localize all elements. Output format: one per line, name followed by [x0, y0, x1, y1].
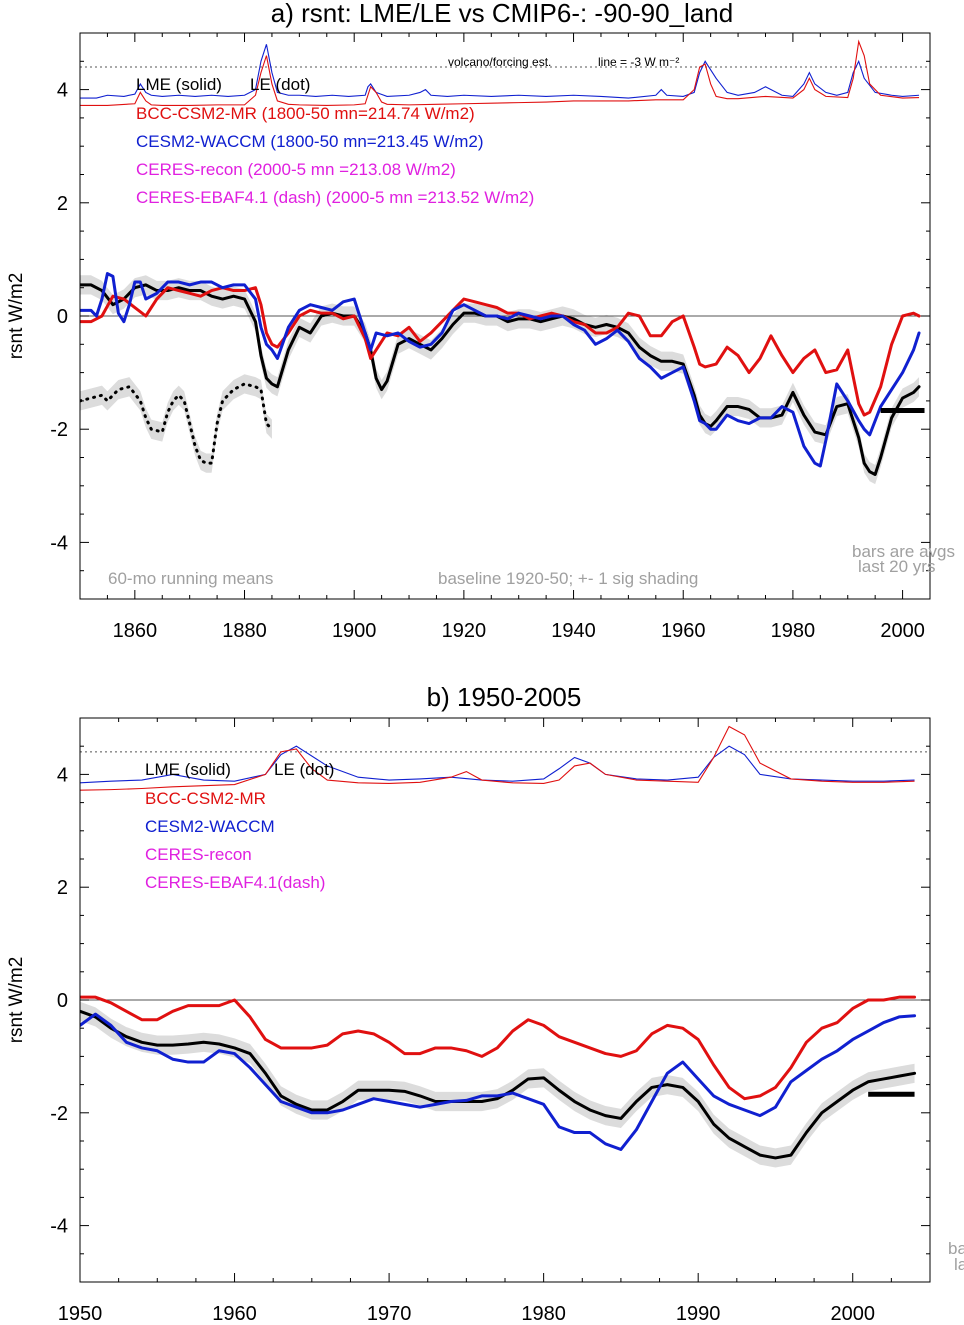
- bars-note-2: la: [954, 1255, 964, 1274]
- forcing-line-cmip6-forcing: [80, 39, 920, 106]
- shading-band-lme: [80, 275, 920, 485]
- bars-note-1: bars are avgs: [852, 542, 955, 561]
- panel-a-tick-labels: -4 -2 0 2 4 1860 1880 1900 1920 1940 1960 1980 2000: [50, 80, 925, 642]
- x-tick-label: 1960: [212, 1303, 257, 1325]
- x-tick-label: 1980: [521, 1303, 566, 1325]
- x-tick-label: 1860: [113, 620, 158, 642]
- panel-b-series: [80, 725, 917, 1160]
- bars-note-1: ba: [948, 1239, 964, 1258]
- forcing-line-lme-forcing: [80, 745, 915, 784]
- x-tick-label: 1960: [661, 620, 706, 642]
- series-line-lme: [80, 1009, 917, 1160]
- x-tick-label: 2000: [880, 620, 925, 642]
- y-tick-label: 0: [57, 306, 68, 328]
- panel-a-title: a) rsnt: LME/LE vs CMIP6-: -90-90_land: [271, 0, 733, 28]
- volcano-label: volcano/forcing est.: [448, 55, 551, 69]
- legend-le: LE (dot): [250, 75, 310, 94]
- legend-ceres-recon: CERES-recon (2000-5 mn =213.08 W/m2): [136, 160, 456, 179]
- panel-a-reference-lines: [80, 66, 930, 317]
- panel-a-series: [80, 39, 925, 476]
- panel-a-y-label: rsnt W/m2: [6, 273, 27, 360]
- legend-cesm2: CESM2-WACCM (1800-50 mn=213.45 W/m2): [136, 132, 484, 151]
- panel-a-legend: LME (solid) LE (dot) BCC-CSM2-MR (1800-5…: [136, 75, 534, 207]
- x-tick-label: 2000: [830, 1303, 875, 1325]
- legend-lme: LME (solid): [136, 75, 222, 94]
- y-tick-label: 2: [57, 877, 68, 899]
- volcano-line-label: line = -3 W m⁻²: [598, 55, 679, 69]
- legend-lme: LME (solid): [145, 760, 231, 779]
- x-tick-label: 1990: [676, 1303, 721, 1325]
- series-line-le: [80, 382, 274, 465]
- x-tick-label: 1940: [551, 620, 596, 642]
- series-line-bcc-csm2-mr: [80, 286, 921, 417]
- shading-band-le: [80, 374, 272, 473]
- legend-cesm2: CESM2-WACCM: [145, 817, 275, 836]
- baseline-note: baseline 1920-50; +- 1 sig shading: [438, 569, 698, 588]
- y-tick-label: -4: [50, 532, 68, 554]
- legend-bcc: BCC-CSM2-MR (1800-50 mn=214.74 W/m2): [136, 104, 475, 123]
- legend-ceres-ebaf: CERES-EBAF4.1(dash): [145, 873, 325, 892]
- legend-le: LE (dot): [274, 760, 334, 779]
- y-tick-label: 2: [57, 193, 68, 215]
- panel-b-title: b) 1950-2005: [427, 682, 582, 712]
- panel-b-axes: [79, 717, 931, 1283]
- panel-b-tick-labels: -4 -2 0 2 4 1950 1960 1970 1980 1990 2000: [50, 764, 875, 1325]
- legend-ceres-recon: CERES-recon: [145, 845, 252, 864]
- x-tick-label: 1880: [222, 620, 267, 642]
- x-tick-label: 1980: [771, 620, 816, 642]
- x-tick-label: 1970: [367, 1303, 412, 1325]
- y-tick-label: -2: [50, 419, 68, 441]
- y-tick-label: 4: [57, 80, 68, 102]
- forcing-line-cmip6-forcing: [80, 725, 915, 791]
- series-line-cesm2-waccm: [80, 1012, 917, 1151]
- panel-a: a) rsnt: LME/LE vs CMIP6-: -90-90_land r…: [6, 0, 955, 642]
- legend-bcc: BCC-CSM2-MR: [145, 789, 266, 808]
- panel-b: b) 1950-2005 rsnt W/m2 -4 -2 0 2 4 1950 1960 19…: [6, 682, 964, 1325]
- y-tick-label: 4: [57, 764, 68, 786]
- y-tick-label: -2: [50, 1103, 68, 1125]
- panel-a-axes: [79, 32, 931, 600]
- panel-b-y-label: rsnt W/m2: [6, 957, 27, 1044]
- x-tick-label: 1920: [442, 620, 487, 642]
- series-line-cesm2-waccm: [80, 272, 921, 468]
- bars-note-2: last 20 yrs: [858, 557, 935, 576]
- forcing-line-lme-forcing: [80, 44, 920, 99]
- y-tick-label: 0: [57, 990, 68, 1012]
- x-tick-label: 1900: [332, 620, 377, 642]
- y-tick-label: -4: [50, 1216, 68, 1238]
- legend-ceres-ebaf: CERES-EBAF4.1 (dash) (2000-5 mn =213.52 …: [136, 188, 534, 207]
- running-mean-note: 60-mo running means: [108, 569, 273, 588]
- panel-b-reference-lines: [80, 751, 930, 1001]
- panel-a-shading: [80, 275, 920, 485]
- panel-b-legend: LME (solid) LE (dot) BCC-CSM2-MR CESM2-W…: [145, 760, 334, 892]
- x-tick-label: 1950: [58, 1303, 103, 1325]
- series-line-bcc-csm2-mr: [80, 995, 917, 1101]
